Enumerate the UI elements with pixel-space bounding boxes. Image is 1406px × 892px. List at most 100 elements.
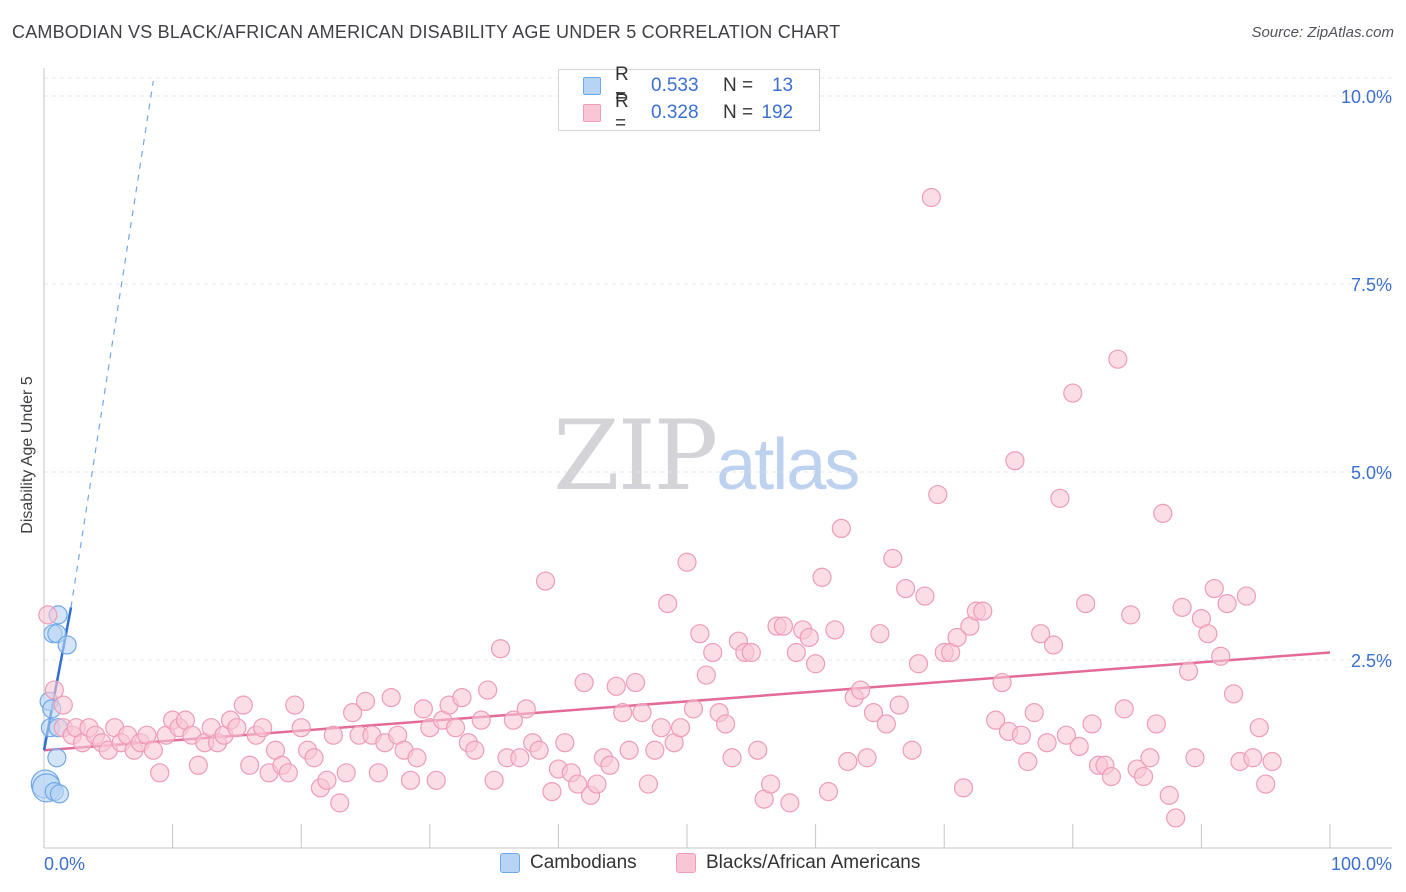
point-blacks (722, 748, 742, 768)
point-blacks (625, 672, 646, 693)
point-blacks (38, 605, 58, 625)
chart-title: CAMBODIAN VS BLACK/AFRICAN AMERICAN DISA… (12, 22, 841, 42)
point-blacks (1172, 597, 1192, 617)
point-blacks (703, 642, 723, 663)
point-blacks (818, 781, 839, 802)
point-blacks (748, 740, 768, 760)
legend-label: Cambodians (530, 852, 637, 873)
point-blacks (831, 518, 851, 539)
point-blacks (851, 680, 871, 700)
point-blacks (799, 627, 819, 648)
legend-swatch-blacks (583, 104, 601, 122)
point-blacks (1140, 748, 1160, 768)
legend-r-value: 0.328 (651, 102, 699, 123)
point-blacks (600, 755, 620, 775)
point-blacks (1121, 605, 1141, 625)
point-blacks (381, 687, 401, 708)
watermark: ZIPatlas (553, 400, 860, 512)
point-blacks (413, 699, 433, 719)
point-blacks (227, 718, 247, 738)
point-blacks (445, 718, 466, 738)
point-blacks (838, 751, 858, 772)
point-cambodians (47, 748, 67, 768)
point-blacks (1146, 714, 1166, 734)
point-blacks (1114, 699, 1134, 719)
point-blacks (323, 725, 343, 745)
point-blacks (896, 578, 916, 599)
point-blacks (291, 718, 311, 738)
point-blacks (1256, 774, 1276, 794)
point-blacks (1069, 736, 1089, 757)
point-blacks (1236, 586, 1257, 606)
point-blacks (1204, 578, 1224, 599)
point-blacks (253, 718, 273, 738)
point-blacks (542, 781, 562, 802)
point-blacks (677, 552, 697, 572)
point-blacks (1024, 703, 1044, 723)
point-blacks (651, 718, 671, 738)
point-blacks (915, 586, 935, 606)
point-blacks (1005, 451, 1025, 471)
point-blacks (1166, 808, 1186, 828)
trend-lines (42, 80, 1331, 752)
point-blacks (645, 740, 665, 760)
point-blacks (812, 567, 832, 587)
point-blacks (465, 740, 485, 760)
point-blacks (870, 624, 890, 644)
legend-swatch (676, 853, 696, 873)
point-blacks (683, 699, 704, 719)
legend-item-cambodians[interactable]: Cambodians (500, 852, 637, 874)
legend-row-cambodians: R = 0.533 N = 13 (583, 64, 794, 107)
point-blacks (233, 695, 253, 715)
point-blacks (825, 620, 845, 640)
stats-legend: R = 0.533 N = 13 R = 0.328 N = 192 (558, 64, 820, 134)
point-blacks (510, 748, 530, 768)
point-blacks (535, 571, 556, 591)
point-blacks (606, 676, 626, 696)
point-blacks (1198, 624, 1218, 644)
point-blacks (285, 695, 305, 715)
legend-swatch-cambodians (583, 77, 601, 95)
legend-n-value: 192 (761, 102, 794, 123)
point-blacks (1133, 766, 1154, 787)
point-blacks (529, 740, 549, 760)
legend-r-label: R = (615, 91, 629, 134)
point-blacks (1082, 714, 1102, 734)
y-tick-label: 7.5% (1351, 275, 1392, 295)
point-blacks (760, 774, 781, 794)
point-cambodians (57, 635, 77, 655)
point-blacks (1108, 349, 1128, 369)
point-blacks (587, 774, 607, 794)
point-blacks (240, 755, 260, 775)
point-blacks (355, 691, 376, 711)
point-blacks (1056, 725, 1076, 745)
point-blacks (876, 714, 896, 734)
point-blacks (780, 793, 800, 813)
point-blacks (574, 672, 594, 693)
point-blacks (986, 710, 1006, 730)
grid-lines (44, 77, 1392, 661)
point-blacks (928, 484, 948, 505)
point-blacks (1243, 748, 1263, 768)
point-blacks (400, 770, 421, 790)
legend-item-blacks[interactable]: Blacks/African Americans (676, 852, 920, 874)
point-blacks (619, 740, 639, 760)
point-blacks (503, 710, 523, 730)
legend-n-label: N = (723, 75, 754, 96)
point-blacks (883, 548, 903, 569)
point-blacks (857, 748, 877, 768)
point-blacks (902, 740, 922, 760)
point-blacks (1076, 593, 1096, 614)
point-blacks (632, 703, 652, 723)
point-blacks (1249, 718, 1269, 738)
y-tick-label: 5.0% (1351, 463, 1392, 483)
legend-r-label: R = (615, 64, 629, 107)
legend-swatch (500, 853, 520, 873)
legend-row-blacks: R = 0.328 N = 192 (583, 91, 794, 134)
point-blacks (368, 763, 388, 783)
point-blacks (407, 748, 427, 768)
legend-n-value: 13 (771, 75, 794, 96)
legend-n-label: N = (723, 102, 754, 123)
point-blacks (53, 695, 73, 715)
